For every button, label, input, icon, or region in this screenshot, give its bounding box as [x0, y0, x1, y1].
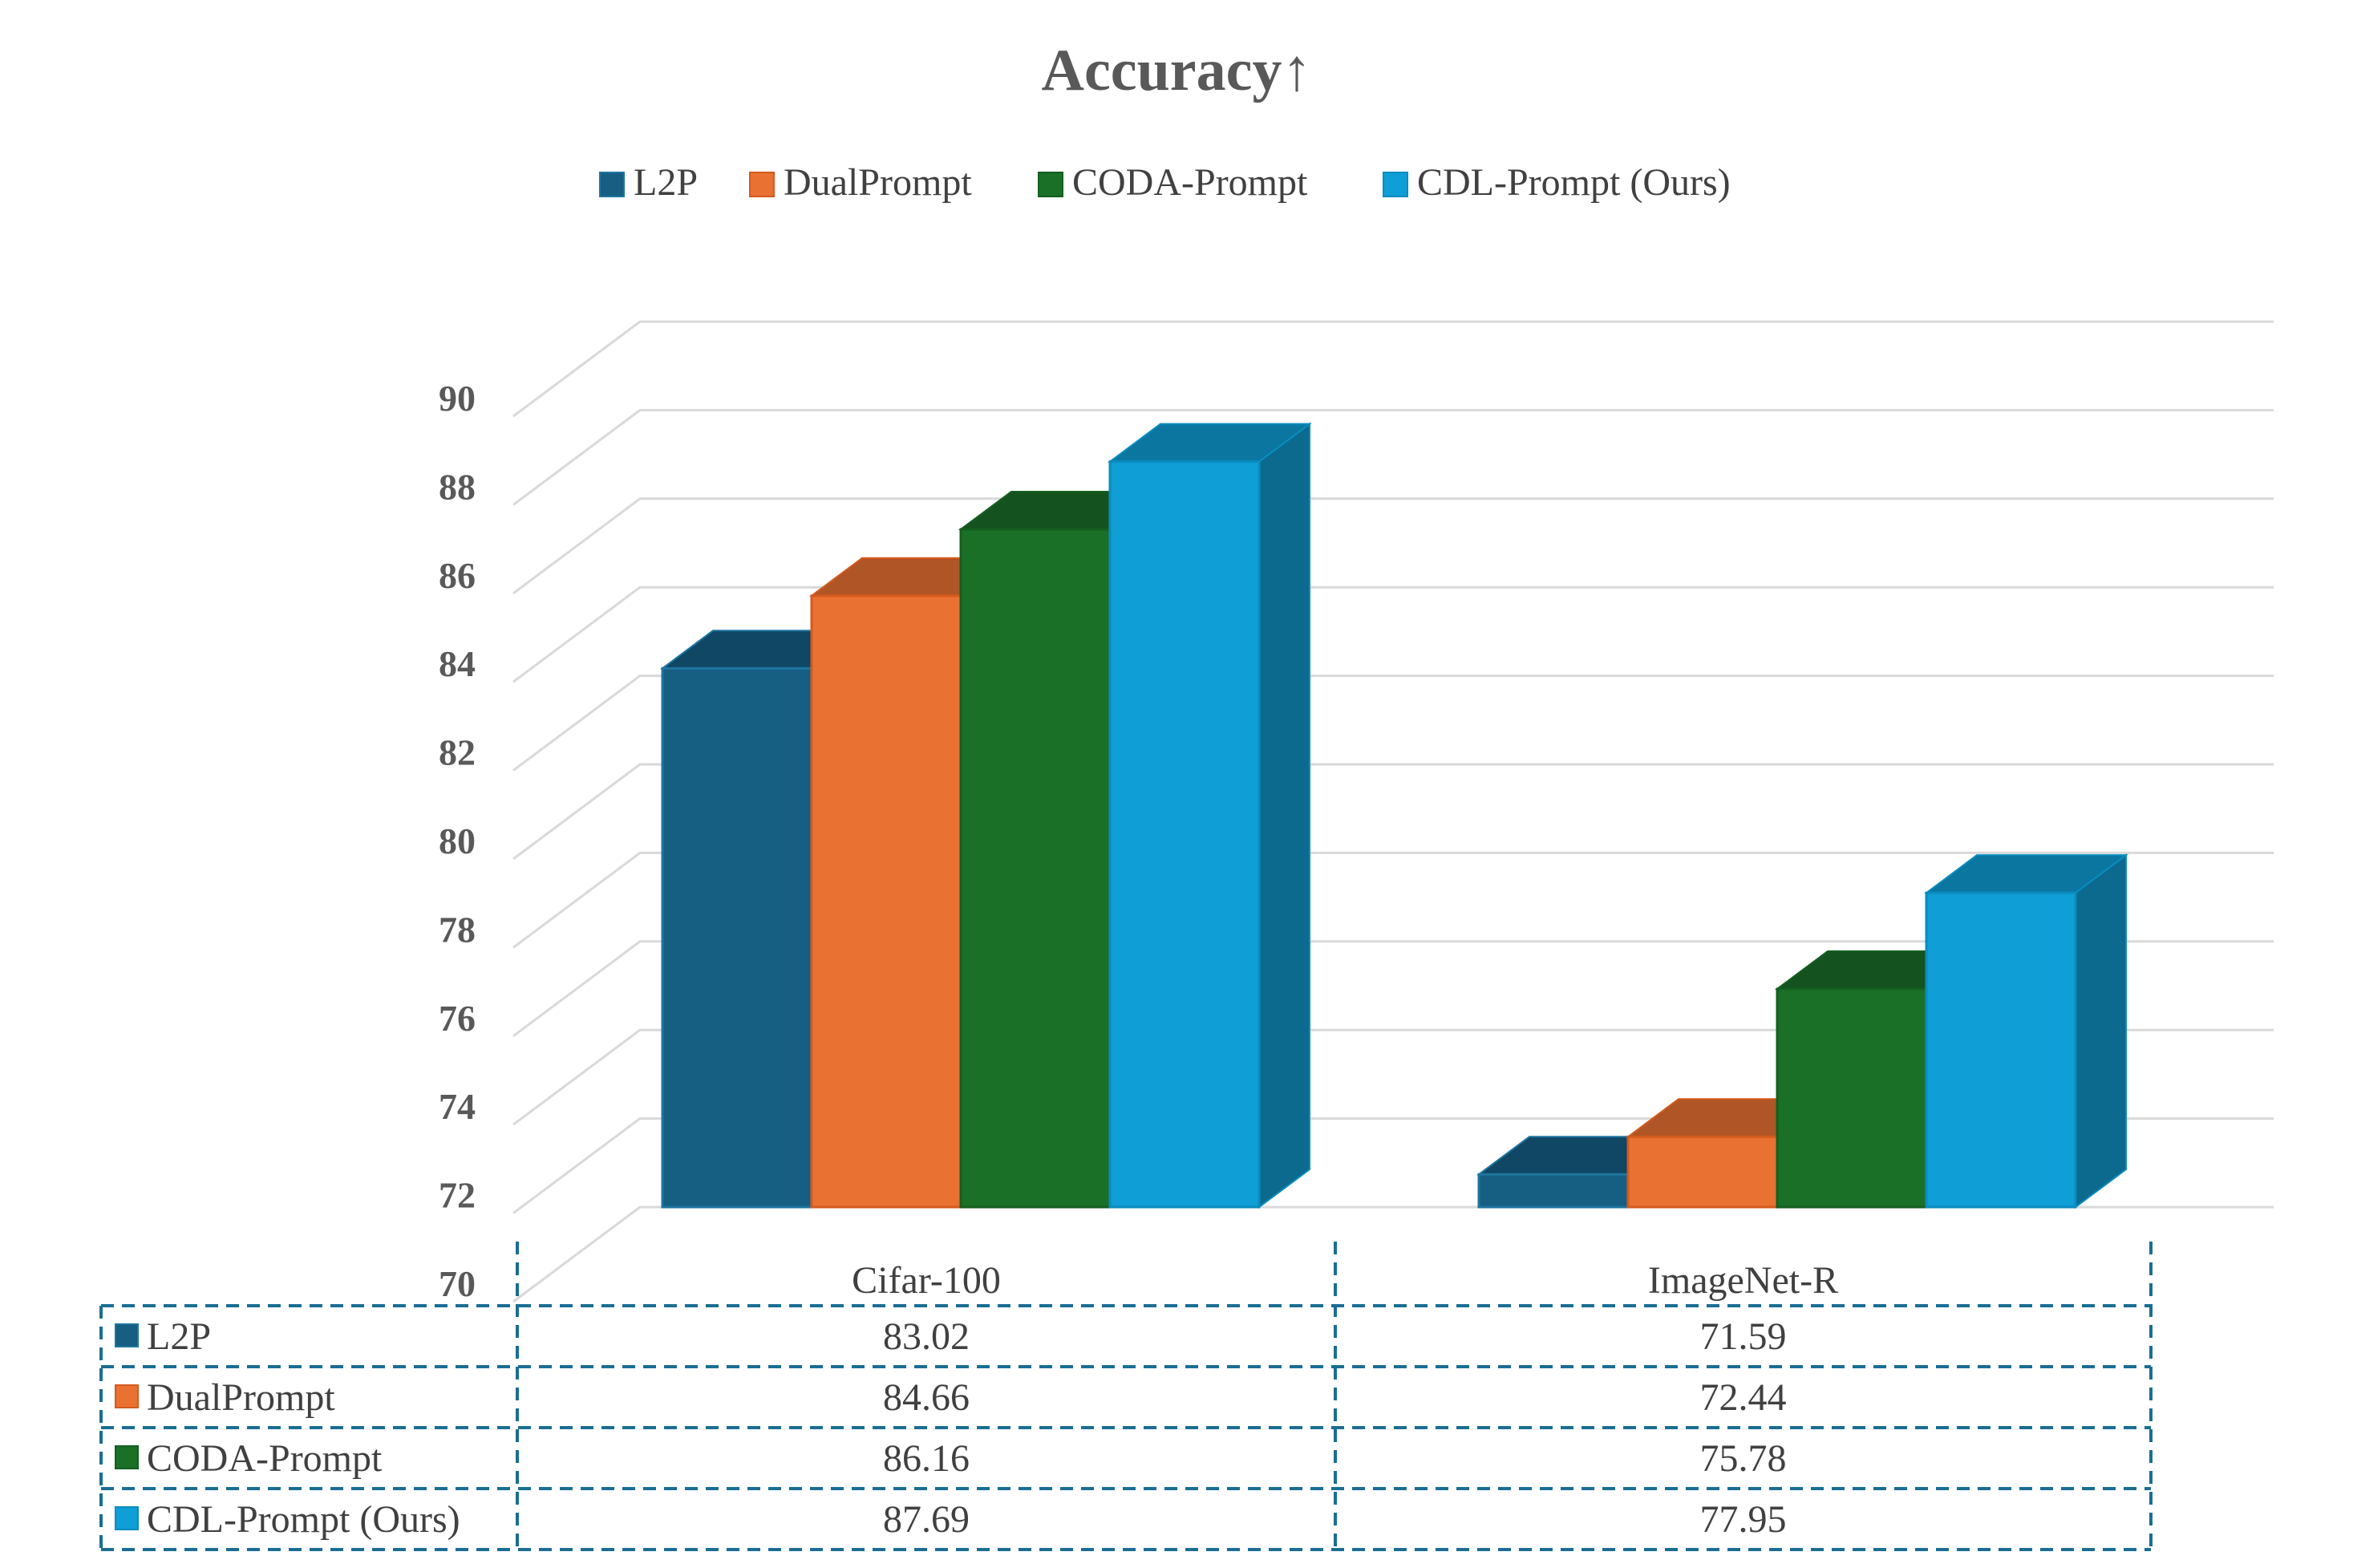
bars: [659, 422, 2129, 1209]
legend-label: CODA-Prompt: [1072, 161, 1308, 204]
bar-side-face: [1258, 422, 1310, 1209]
gridline-70: [512, 1205, 2274, 1303]
table-cell-cifar-100: 86.16: [883, 1437, 970, 1480]
bar-side-face: [2075, 853, 2127, 1209]
table-row-label: CDL-Prompt (Ours): [147, 1498, 460, 1541]
legend-label: DualPrompt: [784, 161, 972, 204]
table-cell-imagenet-r: 77.95: [1700, 1498, 1787, 1541]
bar-front-face: [1477, 1173, 1630, 1209]
bar-front-face: [1108, 460, 1261, 1209]
legend-item-l2p: L2P: [599, 161, 698, 204]
gridline-80: [512, 763, 2274, 861]
legend-swatch: [749, 172, 775, 197]
gridline-76: [512, 940, 2274, 1038]
bar-front-face: [1626, 1135, 1779, 1209]
table-row: L2P 83.02 71.59: [115, 1315, 1787, 1358]
bar-cdl-prompt-ours-imagenet-r: [1923, 853, 2129, 1209]
legend: L2P DualPrompt CODA-Prompt CDL-Prompt (Ours…: [599, 161, 1731, 204]
bar-front-face: [959, 528, 1112, 1209]
table-cell-cifar-100: 87.69: [883, 1498, 970, 1541]
legend-label: CDL-Prompt (Ours): [1417, 161, 1731, 204]
legend-swatch: [1383, 172, 1408, 197]
bar-front-face: [1925, 891, 2077, 1209]
y-tick-label-70: 70: [439, 1263, 476, 1304]
table-cell-imagenet-r: 71.59: [1700, 1315, 1787, 1358]
legend-swatch: [1038, 172, 1063, 197]
y-tick-label-82: 82: [439, 732, 476, 773]
y-tick-label-80: 80: [439, 820, 476, 861]
legend-item-coda-prompt: CODA-Prompt: [1038, 161, 1308, 204]
gridline-82: [512, 675, 2274, 772]
table-row-label: DualPrompt: [147, 1376, 335, 1419]
table-row-swatch: [115, 1323, 139, 1347]
bar-front-face: [1776, 987, 1928, 1209]
y-tick-label-72: 72: [439, 1175, 476, 1216]
table-row-swatch: [115, 1445, 139, 1469]
gridline-84: [512, 585, 2274, 683]
table-row-swatch: [115, 1506, 139, 1530]
gridline-90: [512, 320, 2274, 418]
y-tick-label-84: 84: [439, 643, 476, 684]
table-row: CODA-Prompt 86.16 75.78: [115, 1437, 1787, 1480]
y-tick-label-88: 88: [439, 466, 476, 507]
gridline-74: [512, 1028, 2274, 1126]
y-axis: 70 72 74 76 78 80 82 84 86 88 90: [439, 378, 476, 1304]
data-table: Cifar-100 ImageNet-R L2P 83.02 71.59 DualProm…: [99, 1242, 2153, 1551]
legend-item-dualprompt: DualPrompt: [749, 161, 972, 204]
bar-front-face: [810, 594, 962, 1209]
table-row-label: CODA-Prompt: [147, 1437, 383, 1480]
gridline-88: [512, 408, 2274, 506]
y-tick-label-78: 78: [439, 909, 476, 950]
table-cell-cifar-100: 83.02: [883, 1315, 970, 1358]
y-tick-label-86: 86: [439, 555, 476, 596]
legend-item-cdl-prompt-ours: CDL-Prompt (Ours): [1383, 161, 1731, 204]
legend-label: L2P: [634, 161, 698, 204]
gridlines: [512, 320, 2274, 1303]
table-row-label: L2P: [147, 1315, 211, 1358]
table-row: CDL-Prompt (Ours) 87.69 77.95: [115, 1498, 1787, 1541]
legend-swatch: [599, 172, 625, 197]
table-row: DualPrompt 84.66 72.44: [115, 1376, 1787, 1419]
table-cell-imagenet-r: 72.44: [1700, 1376, 1787, 1419]
y-tick-label-90: 90: [439, 378, 476, 419]
table-cell-imagenet-r: 75.78: [1700, 1437, 1787, 1480]
bar-cdl-prompt-ours-cifar-100: [1107, 422, 1313, 1209]
table-row-swatch: [115, 1384, 139, 1408]
table-cell-cifar-100: 84.66: [883, 1376, 970, 1419]
gridline-78: [512, 851, 2274, 949]
table-header-imagenet-r: ImageNet-R: [1648, 1259, 1838, 1302]
y-tick-label-76: 76: [439, 998, 476, 1039]
bar-front-face: [661, 667, 813, 1209]
table-header-cifar-100: Cifar-100: [852, 1259, 1001, 1302]
gridline-86: [512, 497, 2274, 595]
y-tick-label-74: 74: [439, 1086, 476, 1127]
chart-title: Accuracy↑: [1042, 38, 1312, 103]
